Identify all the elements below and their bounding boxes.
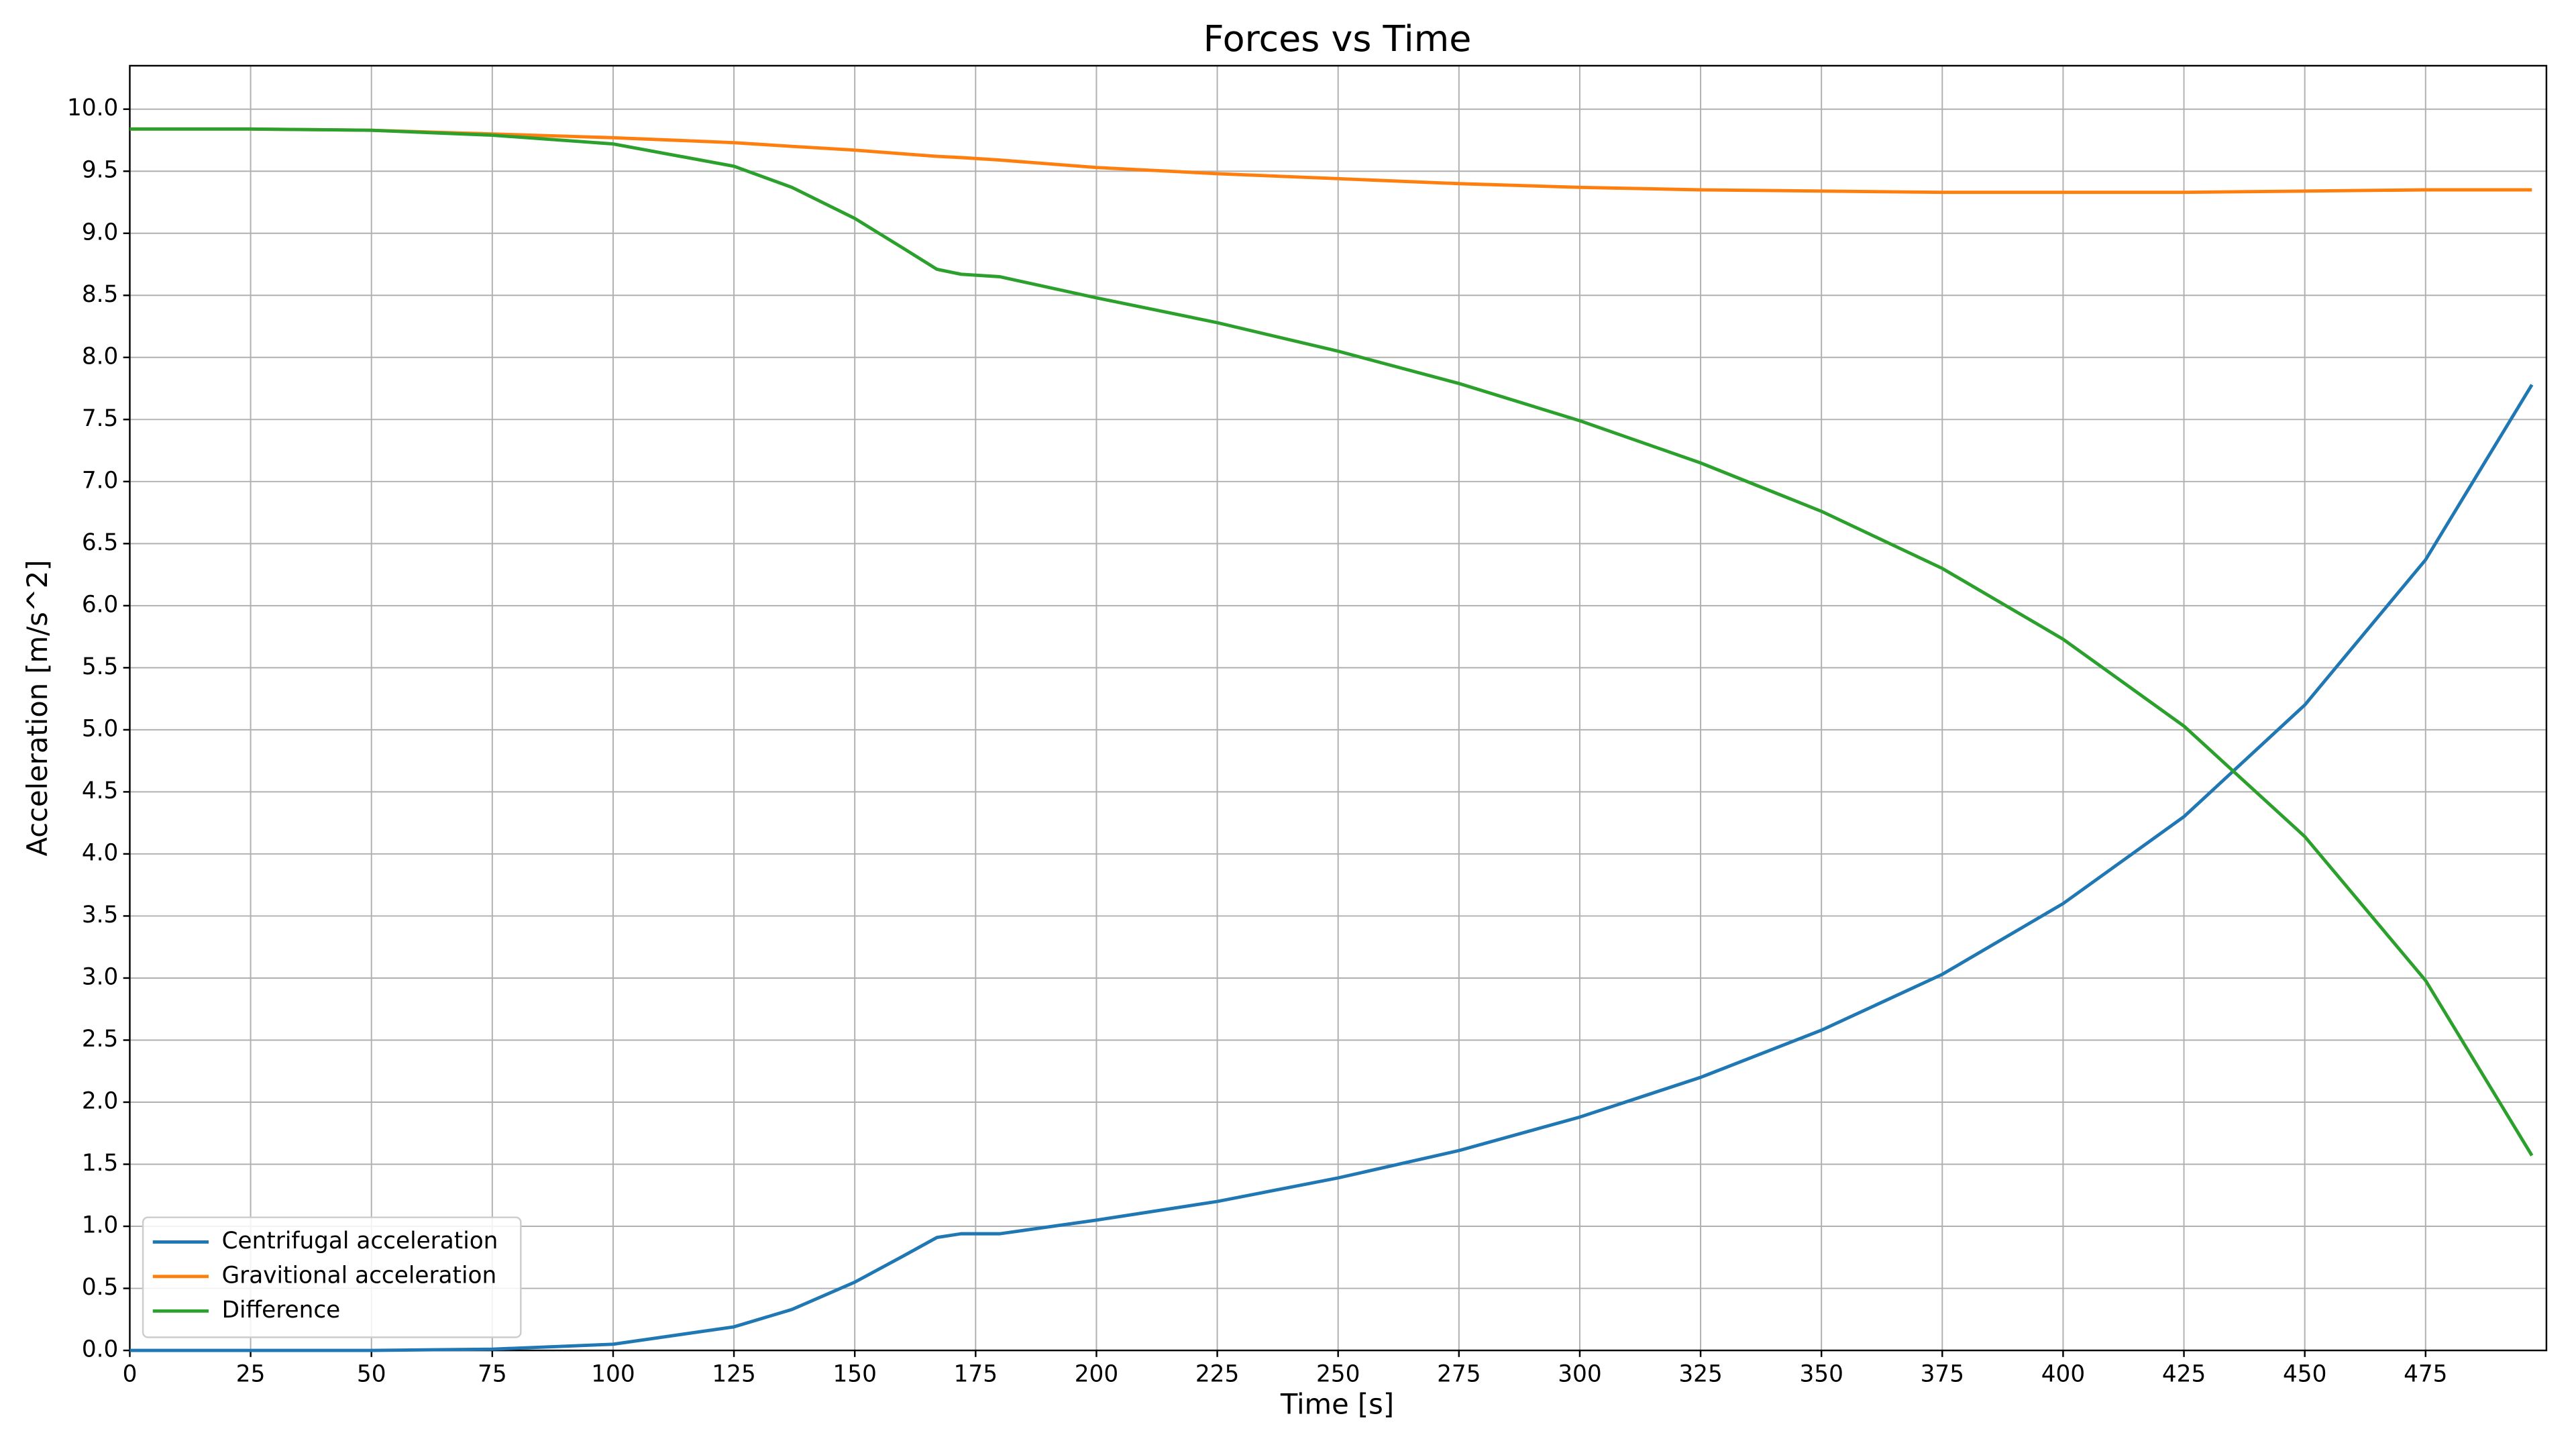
x-tick-label: 225 [1195,1360,1239,1387]
x-tick-label: 425 [2162,1360,2206,1387]
y-tick-label: 2.0 [82,1087,119,1114]
y-tick-label: 1.5 [82,1150,119,1177]
legend-label: Difference [222,1297,341,1324]
x-tick-label: 75 [478,1360,507,1387]
x-tick-label: 475 [2404,1360,2447,1387]
x-tick-label: 300 [1558,1360,1601,1387]
legend-label: Gravitional acceleration [222,1262,497,1289]
y-tick-label: 8.5 [82,281,119,308]
plot-frame [129,64,2548,1352]
legend-label: Centrifugal acceleration [222,1228,498,1254]
x-tick-label: 275 [1437,1360,1481,1387]
legend: Centrifugal acceleration Gravitional acce… [142,1216,522,1338]
y-tick-label: 3.0 [82,963,119,990]
data-line [129,127,2534,1157]
y-tick-label: 10.0 [67,95,118,121]
data-line [129,127,2532,195]
x-tick-label: 325 [1678,1360,1722,1387]
y-axis-label: Acceleration [m/s^2] [21,560,54,857]
x-tick-label: 50 [357,1360,386,1387]
y-tick-label: 7.5 [82,405,119,432]
chart-title: Forces vs Time [1203,17,1472,60]
legend-box [142,1216,522,1338]
y-tick-label: 7.0 [82,467,119,494]
y-tick-label: 6.0 [82,591,119,618]
x-tick-label: 400 [2041,1360,2085,1387]
x-tick-label: 450 [2283,1360,2326,1387]
y-tick-label: 9.0 [82,219,119,246]
y-tick-label: 0.5 [82,1274,119,1301]
y-tick-label: 5.5 [82,653,119,680]
y-tick-label: 1.0 [82,1212,119,1239]
y-tick-label: 8.0 [82,343,119,370]
y-tick-label: 4.5 [82,777,119,804]
x-axis-label: Time [s] [1280,1387,1394,1420]
x-tick-label: 200 [1075,1360,1118,1387]
x-tick-label: 175 [954,1360,998,1387]
y-tick-label: 2.5 [82,1026,119,1053]
x-tick-label: 0 [123,1360,138,1387]
x-tick-label: 350 [1799,1360,1843,1387]
data-line [129,384,2534,1352]
x-tick-label: 150 [833,1360,877,1387]
y-tick-label: 0.0 [82,1336,119,1363]
x-tick-label: 250 [1316,1360,1360,1387]
x-tick-label: 125 [712,1360,755,1387]
x-tick-label: 25 [236,1360,266,1387]
y-tick-label: 6.5 [82,529,119,556]
y-tick-label: 3.5 [82,902,119,928]
y-tick-label: 4.0 [82,839,119,866]
x-tick-label: 375 [1921,1360,1964,1387]
y-tick-label: 5.0 [82,715,119,742]
y-tick-label: 9.5 [82,157,119,184]
x-tick-label: 100 [591,1360,635,1387]
